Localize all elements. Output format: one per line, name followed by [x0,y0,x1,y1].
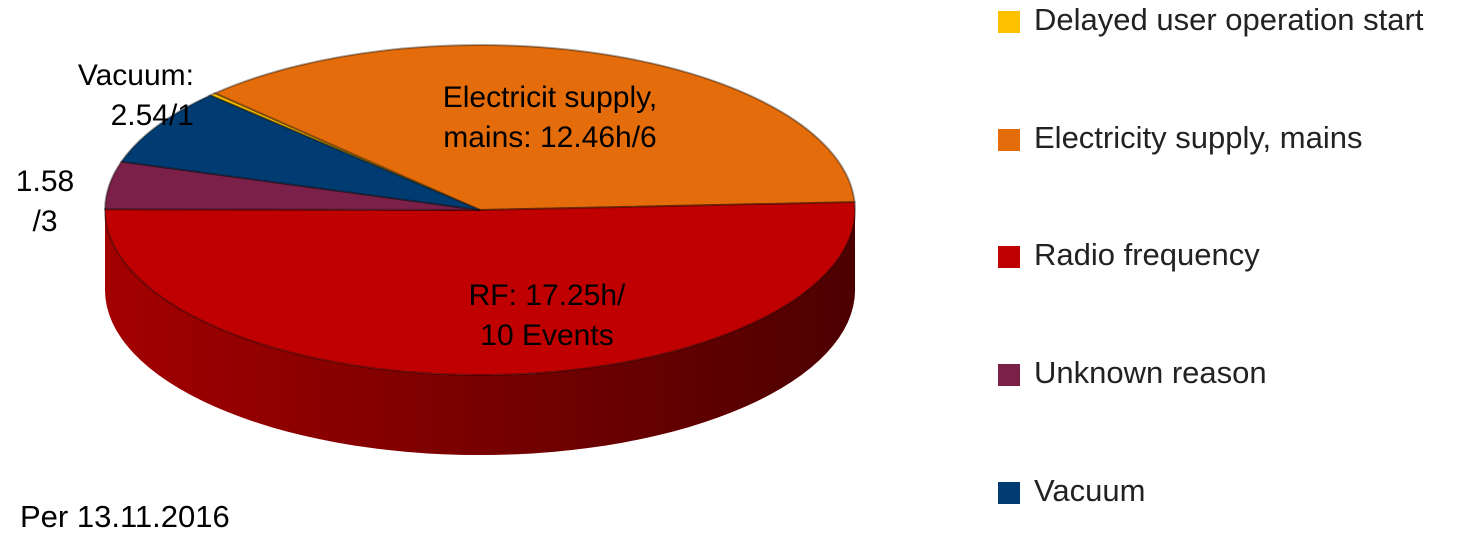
legend-label: Delayed user operation start [1034,2,1424,37]
legend-item: Radio frequency [998,235,1448,275]
legend-label: Electricity supply, mains [1034,120,1363,155]
legend-label: Radio frequency [1034,237,1260,272]
legend-item: Delayed user operation start [998,0,1448,40]
legend-item: Unknown reason [998,353,1448,393]
legend-swatch [998,482,1020,504]
legend-swatch [998,129,1020,151]
data-label: Electricit supply, mains: 12.46h/6 [442,81,658,154]
legend-swatch [998,364,1020,386]
legend-label: Unknown reason [1034,355,1267,390]
legend-item: Electricity supply, mains [998,118,1448,158]
pie-slice [212,44,856,212]
data-label: Vacuum: 2.54/1 [77,59,194,132]
pie-slice [103,160,481,211]
pie-slice [207,92,481,211]
pie-slice [119,94,481,211]
legend-swatch [998,246,1020,268]
pie-slice [104,201,856,377]
legend-swatch [998,11,1020,33]
data-label: RF: 17.25h/ 10 Events [468,279,626,352]
legend-label: Vacuum [1034,473,1146,508]
legend-item: Vacuum [998,471,1448,511]
data-label: 1.58 /3 [15,165,75,238]
side-shade [105,210,855,455]
annotation: Per 13.11.2016 [20,499,230,534]
